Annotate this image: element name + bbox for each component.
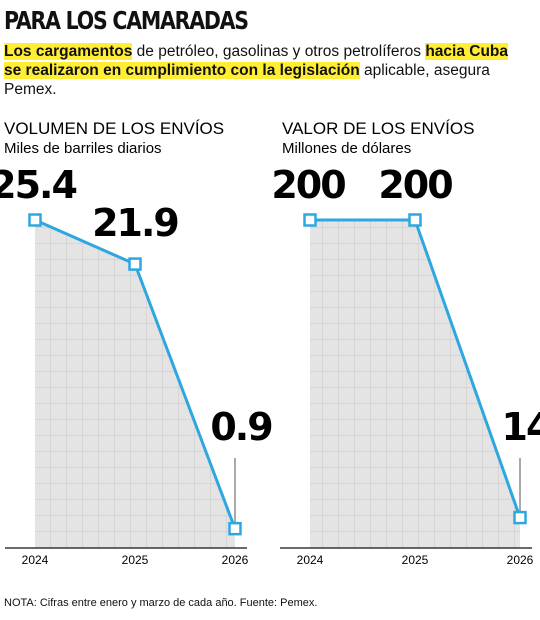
note: NOTA: Cifras entre enero y marzo de cada… — [4, 597, 318, 609]
x-tick-label: 2026 — [222, 553, 249, 567]
x-tick-label: 2026 — [507, 553, 534, 567]
value-label: 0.9 — [210, 405, 272, 449]
subtitle-segment: aplicable, asegura Pemex. — [4, 62, 490, 98]
chart-subtitle: Miles de barriles diarios — [4, 140, 162, 157]
value-label: 200 — [378, 163, 452, 207]
value-label: 14 — [502, 405, 540, 449]
value-label: 25.4 — [0, 163, 76, 207]
point — [408, 213, 422, 227]
point — [513, 510, 527, 525]
value-label: 21.9 — [92, 201, 178, 245]
subtitle-segment: Los cargamentos — [4, 43, 133, 60]
subtitle: Los cargamentos de petróleo, gasolinas y… — [4, 42, 524, 99]
title: PARA LOS CAMARADAS — [4, 6, 249, 35]
value-label: 200 — [271, 163, 345, 207]
point — [128, 257, 142, 271]
point — [228, 521, 242, 536]
point — [28, 213, 42, 227]
area-fill — [310, 220, 520, 548]
chart-title: VALOR DE LOS ENVÍOS — [282, 119, 474, 138]
area-fill — [35, 220, 235, 548]
x-tick-label: 2025 — [402, 553, 429, 567]
chart-title: VOLUMEN DE LOS ENVÍOS — [4, 119, 224, 138]
x-tick-label: 2024 — [297, 553, 324, 567]
subtitle-segment: de petróleo, gasolinas y otros petrolífe… — [132, 43, 426, 60]
x-tick-label: 2025 — [122, 553, 149, 567]
point — [303, 213, 317, 227]
chart-subtitle: Millones de dólares — [282, 140, 411, 157]
x-tick-label: 2024 — [22, 553, 49, 567]
